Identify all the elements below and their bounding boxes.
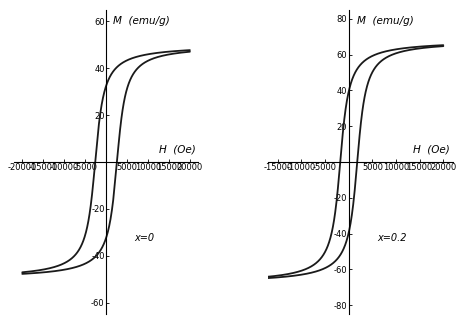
Text: M  (emu/g): M (emu/g) xyxy=(357,16,414,26)
Text: x=0.2: x=0.2 xyxy=(377,233,407,243)
Text: x=0: x=0 xyxy=(135,233,155,243)
Text: H  (Oe): H (Oe) xyxy=(413,145,450,155)
Text: M  (emu/g): M (emu/g) xyxy=(114,16,170,26)
Text: H  (Oe): H (Oe) xyxy=(159,145,195,155)
